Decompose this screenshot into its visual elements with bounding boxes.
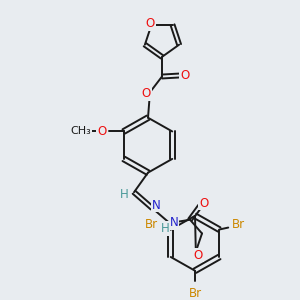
Text: H: H	[120, 188, 128, 201]
Text: H: H	[160, 222, 169, 235]
Text: N: N	[169, 216, 178, 229]
Text: O: O	[141, 87, 151, 100]
Text: N: N	[152, 199, 160, 212]
Text: Br: Br	[145, 218, 158, 231]
Text: O: O	[200, 196, 208, 209]
Text: O: O	[180, 69, 190, 82]
Text: O: O	[146, 17, 155, 31]
Text: O: O	[194, 248, 202, 262]
Text: Br: Br	[188, 287, 202, 300]
Text: Br: Br	[232, 218, 245, 231]
Text: CH₃: CH₃	[70, 126, 91, 136]
Text: O: O	[97, 125, 106, 138]
